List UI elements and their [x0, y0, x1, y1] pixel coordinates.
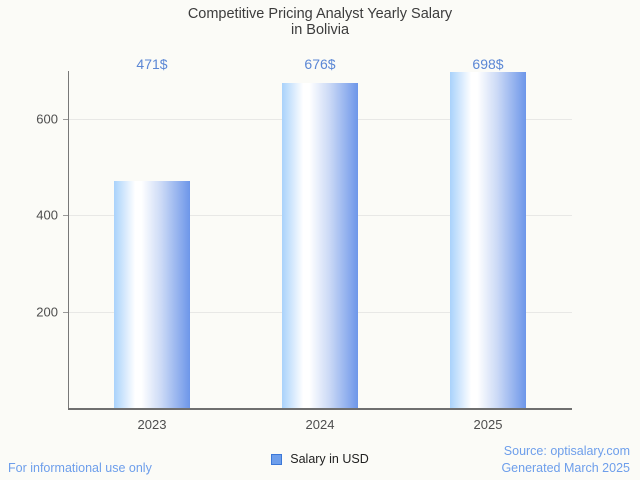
- generated-line: Generated March 2025: [501, 461, 630, 475]
- bar-2024[interactable]: [282, 82, 358, 408]
- x-axis-label: 2024: [305, 417, 335, 432]
- y-tick-label: 400: [36, 207, 58, 223]
- y-axis-tick: [63, 311, 68, 313]
- x-axis-label: 2023: [137, 417, 167, 432]
- bar-value-label: 676$: [304, 56, 336, 72]
- chart-title: Competitive Pricing Analyst Yearly Salar…: [0, 6, 640, 38]
- y-tick-label: 200: [36, 304, 58, 320]
- x-axis-line: [68, 408, 572, 410]
- bar-2023[interactable]: [114, 181, 190, 408]
- bar-2025[interactable]: [450, 71, 526, 408]
- chart-title-line1: Competitive Pricing Analyst Yearly Salar…: [187, 6, 453, 22]
- y-axis-tick: [63, 119, 68, 121]
- legend-swatch-icon: [271, 453, 283, 465]
- bar-value-label: 471$: [136, 56, 168, 72]
- legend-label: Salary in USD: [290, 452, 369, 466]
- disclaimer-text: For informational use only: [8, 461, 152, 475]
- x-axis-label: 2025: [473, 417, 503, 432]
- legend[interactable]: Salary in USD: [0, 451, 640, 467]
- source-line: Source: optisalary.com: [503, 444, 630, 458]
- y-tick-label: 600: [36, 111, 58, 127]
- y-axis-tick: [63, 215, 68, 217]
- bar-value-label: 698$: [472, 56, 504, 72]
- chart-title-line2: in Bolivia: [290, 22, 350, 38]
- source-attribution: Source: optisalary.com Generated March 2…: [501, 443, 630, 477]
- y-axis-line: [68, 71, 69, 410]
